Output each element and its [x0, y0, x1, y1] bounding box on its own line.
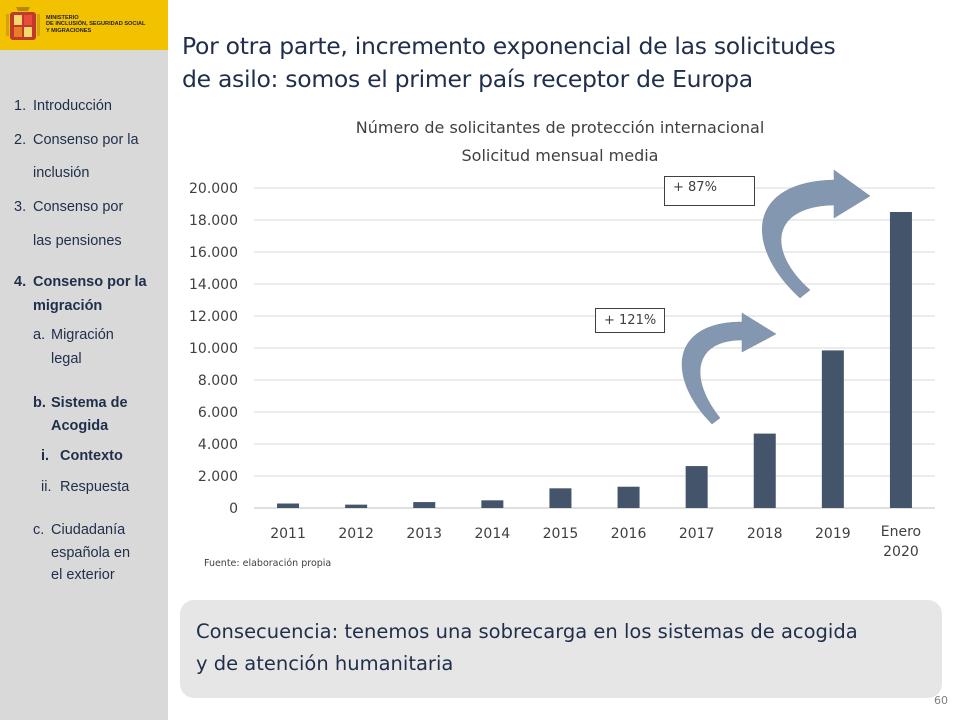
bar-2019	[821, 350, 844, 508]
y-tick-label: 10.000	[189, 341, 238, 357]
growth-arrow-2017-2018	[681, 312, 777, 425]
chart-source: Fuente: elaboración propia	[204, 558, 332, 569]
x-tick-label: 2019	[815, 526, 851, 542]
growth-callout-87: + 87%	[664, 176, 755, 206]
ministry-logo: MINISTERIO DE INCLUSIÓN, SEGURIDAD SOCIA…	[0, 0, 168, 50]
growth-arrow-2019-2020	[761, 169, 871, 299]
growth-arrows	[681, 169, 871, 425]
y-tick-label: 0	[229, 501, 238, 517]
slide-title-line-2: de asilo: somos el primer país receptor …	[182, 65, 753, 93]
x-tick-label: 2012	[338, 526, 374, 542]
slide-title: Por otra parte, incremento exponencial d…	[182, 30, 942, 96]
consequence-text: Consecuencia: tenemos una sobrecarga en …	[196, 620, 858, 675]
sidebar: MINISTERIO DE INCLUSIÓN, SEGURIDAD SOCIA…	[0, 0, 168, 720]
x-tick-label: 2011	[270, 526, 306, 542]
bar-2014	[481, 500, 504, 508]
y-tick-label: 4.000	[198, 437, 238, 453]
y-tick-label: 14.000	[189, 277, 238, 293]
growth-callout-121: + 121%	[595, 308, 666, 333]
y-tick-label: 20.000	[189, 181, 238, 197]
chart-y-axis: 0 2.000 4.000 6.000 8.000 10.000 12.000 14.000 1…	[189, 181, 238, 517]
y-tick-label: 6.000	[198, 405, 238, 421]
x-tick-label: 2013	[406, 526, 442, 542]
y-tick-label: 16.000	[189, 245, 238, 261]
y-tick-label: 2.000	[198, 469, 238, 485]
x-tick-label: Enero 2020	[881, 524, 921, 560]
x-tick-label: 2016	[611, 526, 647, 542]
x-tick-label: 2018	[747, 526, 783, 542]
y-tick-label: 8.000	[198, 373, 238, 389]
consequence-box: Consecuencia: tenemos una sobrecarga en …	[180, 600, 942, 698]
coat-of-arms-icon	[6, 7, 40, 40]
y-tick-label: 18.000	[189, 213, 238, 229]
bar-chart: 0 2.000 4.000 6.000 8.000 10.000 12.000 14.000 1…	[189, 169, 935, 560]
bar-2011	[277, 503, 300, 508]
bar-2016	[617, 486, 640, 508]
chart-bars	[277, 212, 912, 508]
bar-2012	[345, 504, 368, 508]
bar-2015	[549, 488, 572, 508]
ministry-name: MINISTERIO DE INCLUSIÓN, SEGURIDAD SOCIA…	[46, 15, 146, 34]
bar-enero-2020	[889, 212, 912, 508]
slide-title-line-1: Por otra parte, incremento exponencial d…	[182, 32, 836, 60]
chart-x-axis: 2011 2012 2013 2014 2015 2016 2017 2018 2019 Ener…	[270, 524, 921, 560]
page-number: 60	[934, 694, 948, 707]
bar-2013	[413, 502, 436, 508]
x-tick-label: 2014	[475, 526, 511, 542]
chart-subtitle: Solicitud mensual media	[461, 146, 659, 165]
chart-title: Número de solicitantes de protección int…	[355, 118, 765, 137]
x-tick-label: 2015	[543, 526, 579, 542]
x-tick-label: 2017	[679, 526, 715, 542]
bar-2017	[685, 466, 708, 508]
y-tick-label: 12.000	[189, 309, 238, 325]
bar-2018	[753, 433, 776, 508]
